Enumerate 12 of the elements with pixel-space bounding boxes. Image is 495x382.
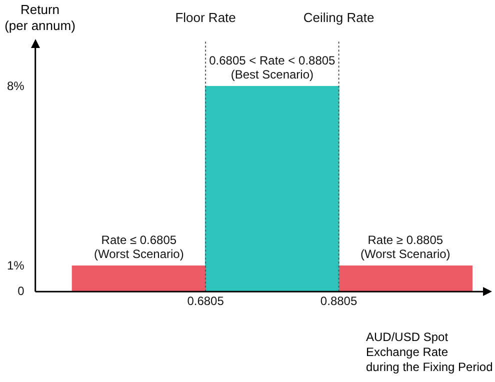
x-tick-label: 0.6805 (187, 294, 224, 308)
ref-line-label: Ceiling Rate (303, 10, 374, 25)
x-axis-title: AUD/USD Spot Exchange Rate during the Fixing Period (366, 330, 493, 375)
annotation: 0.6805 < Rate < 0.8805 (Best Scenario) (209, 53, 336, 82)
annotation: Rate ≥ 0.8805 (Worst Scenario) (360, 232, 450, 261)
y-tick-label: 0 (18, 284, 25, 298)
x-tick-label: 0.8805 (320, 294, 358, 308)
y-tick-label: 1% (7, 258, 25, 272)
y-tick-label: 8% (7, 78, 25, 93)
annotation: Rate ≤ 0.6805 (Worst Scenario) (94, 232, 184, 261)
y-axis-title: Return (per annum) (4, 2, 76, 34)
ref-line-label: Floor Rate (175, 10, 236, 25)
